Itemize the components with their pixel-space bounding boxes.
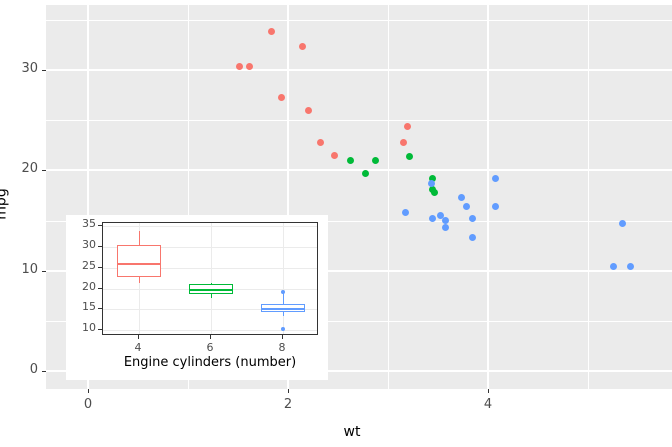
y-axis-tick-mark xyxy=(42,270,46,272)
boxplot-median xyxy=(260,307,306,310)
scatter-point xyxy=(372,156,379,164)
gridline-major-horizontal xyxy=(46,269,672,272)
gridline-major-vertical xyxy=(87,5,89,389)
x-axis-title: wt xyxy=(343,424,361,440)
y-axis-tick-label: 20 xyxy=(21,161,38,177)
scatter-point xyxy=(457,194,465,201)
scatter-point xyxy=(469,234,476,242)
gridline-minor-horizontal xyxy=(46,320,672,322)
scatter-point xyxy=(441,217,449,225)
inset-y-axis-tick-label: 30 xyxy=(82,238,96,252)
gridline-major-horizontal xyxy=(46,369,672,372)
y-axis-tick-mark xyxy=(42,370,46,372)
scatter-point xyxy=(268,27,275,35)
gridline-minor-vertical xyxy=(388,5,389,389)
scatter-point xyxy=(491,174,499,182)
inset-y-axis-tick-mark xyxy=(98,329,102,331)
inset-y-axis-tick-mark xyxy=(98,287,102,289)
scatter-point xyxy=(462,203,470,211)
boxplot-outlier xyxy=(281,326,285,331)
gridline-minor-vertical xyxy=(188,5,189,389)
boxplot-box xyxy=(116,245,162,277)
boxplot-whisker xyxy=(283,291,284,317)
inset-gridline-vertical xyxy=(283,223,284,334)
y-axis-tick-label: 30 xyxy=(21,61,38,77)
y-axis-title: mpg xyxy=(0,188,10,220)
gridline-minor-vertical xyxy=(588,5,589,389)
scatter-point xyxy=(609,263,617,271)
scatter-point xyxy=(346,156,354,164)
scatter-point xyxy=(403,122,411,130)
inset-x-axis-tick-mark xyxy=(138,335,139,339)
inset-y-axis-tick-label: 10 xyxy=(82,321,96,335)
inset-x-axis-tick-mark xyxy=(282,335,283,339)
inset-y-axis-tick-mark xyxy=(98,225,102,227)
inset-plot-panel xyxy=(102,222,318,335)
scatter-point xyxy=(401,209,409,217)
boxplot-outlier xyxy=(281,289,285,294)
inset-gridline-horizontal xyxy=(103,267,317,269)
scatter-point xyxy=(430,188,438,196)
gridline-minor-horizontal xyxy=(46,120,672,122)
inset-gridline-horizontal xyxy=(103,247,317,249)
gridline-minor-horizontal xyxy=(46,20,672,22)
inset-y-axis-tick-label: 25 xyxy=(82,258,96,272)
inset-y-axis-tick-label: 20 xyxy=(82,279,96,293)
scatter-point xyxy=(626,263,634,271)
scatter-point xyxy=(361,169,369,177)
y-axis-tick-mark xyxy=(42,170,46,172)
scatter-point xyxy=(428,174,436,182)
scatter-point xyxy=(246,62,253,70)
scatter-point xyxy=(491,203,499,211)
x-axis-tick-label: 2 xyxy=(283,397,293,412)
inset-y-axis-tick-mark xyxy=(98,246,102,248)
gridline-minor-horizontal xyxy=(46,220,672,222)
gridline-major-horizontal xyxy=(46,69,672,72)
scatter-point xyxy=(399,138,407,146)
x-axis-tick-label: 4 xyxy=(483,397,493,412)
inset-y-axis-tick-mark xyxy=(98,308,102,310)
x-axis-tick-mark xyxy=(288,389,289,393)
x-axis-tick-mark xyxy=(488,389,489,393)
inset-gridline-horizontal xyxy=(103,309,317,311)
inset-y-axis-tick-label: 35 xyxy=(82,217,96,231)
scatter-point xyxy=(428,179,435,187)
gridline-major-vertical xyxy=(487,5,489,389)
inset-x-axis-title: Engine cylinders (number) xyxy=(123,355,297,370)
y-axis-tick-mark xyxy=(42,70,46,72)
scatter-point xyxy=(428,215,436,223)
inset-gridline-horizontal xyxy=(103,330,317,332)
inset-boxplot-figure: 10 15 20 25 30 35 4 6 8 Engine cylinders (number… xyxy=(66,215,328,380)
inset-x-axis-tick-label: 4 xyxy=(134,341,142,354)
inset-gridline-vertical xyxy=(211,223,212,334)
scatter-point xyxy=(406,152,413,160)
scatter-point xyxy=(316,138,324,146)
x-axis-tick-mark xyxy=(88,389,89,393)
scatter-point xyxy=(468,215,476,223)
scatter-point xyxy=(235,62,243,70)
scatter-point xyxy=(278,93,285,101)
scatter-point xyxy=(304,106,312,114)
y-axis-tick-label: 10 xyxy=(21,261,38,277)
boxplot-median xyxy=(116,262,162,265)
scatter-point xyxy=(619,220,626,228)
y-axis-tick-label: 0 xyxy=(29,361,38,377)
inset-x-axis-tick-label: 6 xyxy=(206,341,214,354)
inset-y-axis-tick-label: 15 xyxy=(82,300,96,314)
scatter-point xyxy=(331,151,338,159)
inset-x-axis-tick-label: 8 xyxy=(278,341,286,354)
scatter-point xyxy=(441,224,449,232)
gridline-major-vertical xyxy=(287,5,289,389)
inset-y-axis-tick-mark xyxy=(98,266,102,268)
boxplot-median xyxy=(188,288,234,291)
inset-gridline-horizontal xyxy=(103,226,317,228)
x-axis-tick-label: 0 xyxy=(83,397,93,412)
gridline-major-horizontal xyxy=(46,169,672,172)
scatter-point xyxy=(436,212,444,220)
scatter-point xyxy=(298,42,306,50)
inset-x-axis-tick-mark xyxy=(210,335,211,339)
